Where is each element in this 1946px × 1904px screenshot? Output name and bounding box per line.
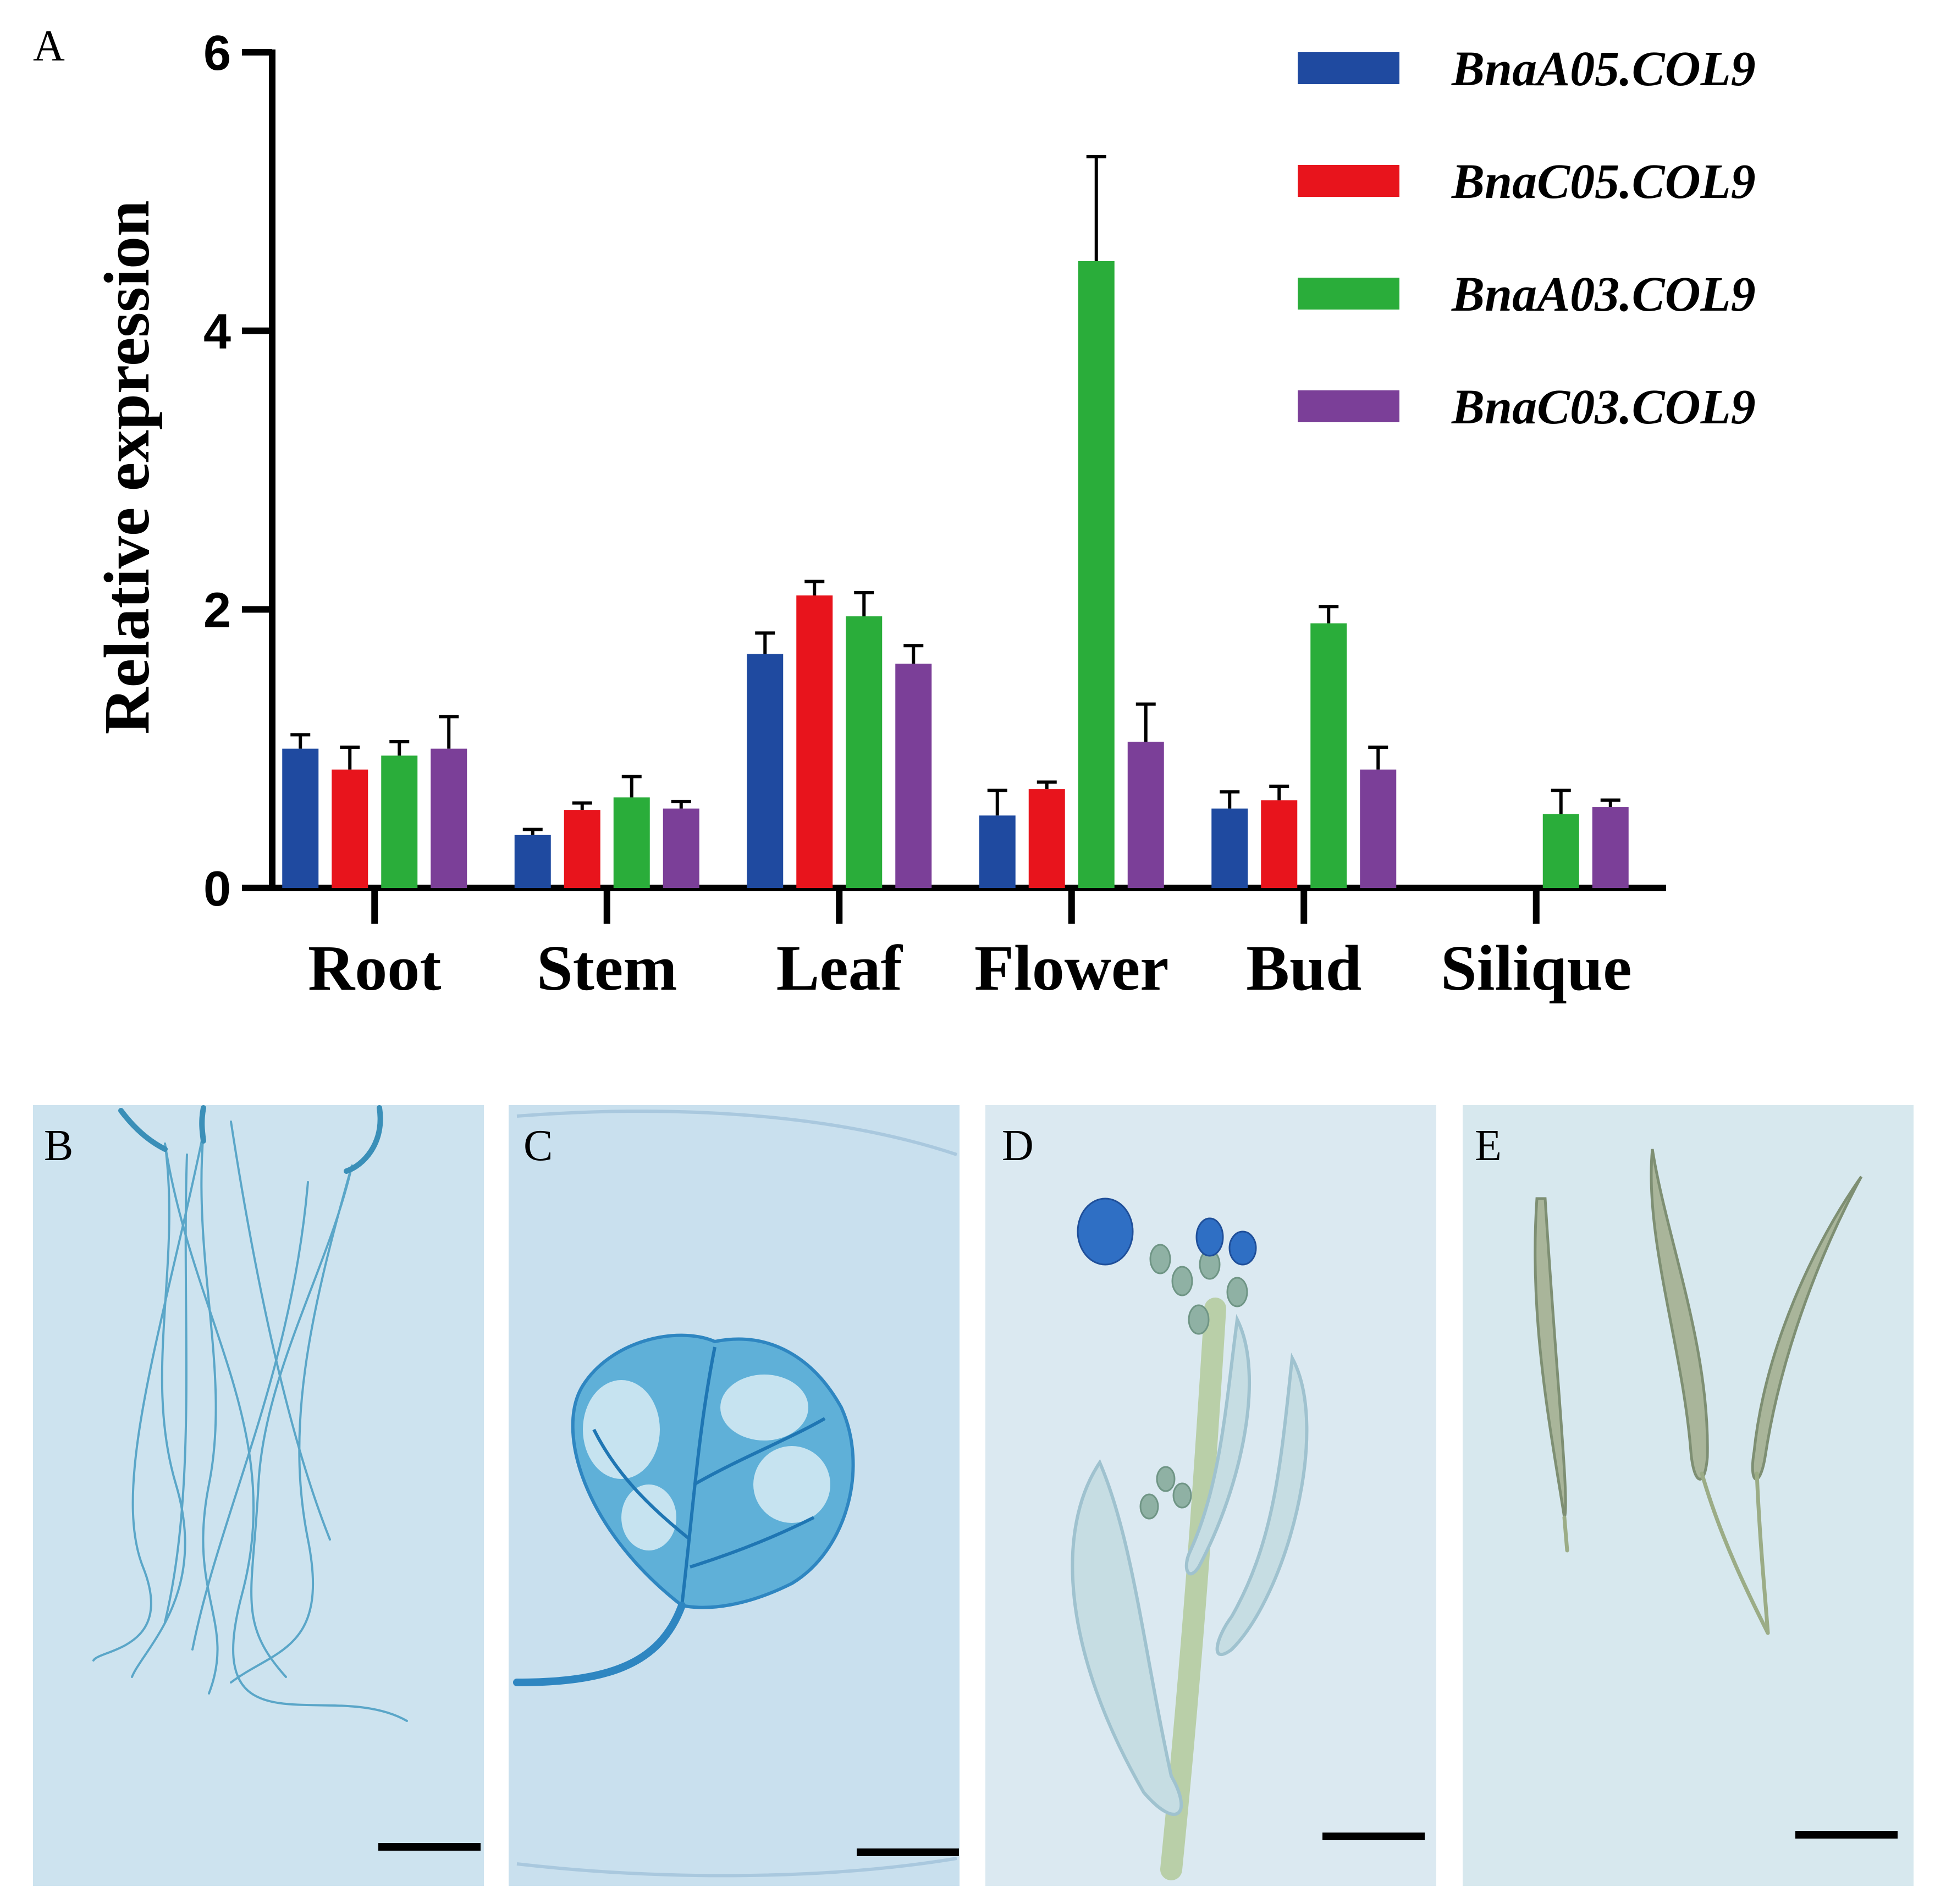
- legend-swatch: [1298, 278, 1399, 310]
- bar: [1261, 800, 1298, 888]
- petri-dish-rim: [516, 1110, 957, 1156]
- bar: [1078, 261, 1115, 888]
- bar: [381, 755, 418, 888]
- legend-label: BnaC03.COL9: [1451, 380, 1756, 434]
- bar: [1310, 623, 1347, 888]
- bar: [1592, 807, 1629, 888]
- bar: [663, 808, 699, 888]
- scale-bar: [1795, 1831, 1898, 1839]
- bar: [846, 616, 883, 888]
- bar: [514, 835, 551, 888]
- legend-label: BnaA05.COL9: [1451, 42, 1756, 96]
- x-tick-label: Root: [308, 932, 442, 1004]
- flower-buds: [1139, 1244, 1248, 1520]
- blue-flowers: [1077, 1197, 1257, 1266]
- legend-label: BnaC05.COL9: [1451, 154, 1756, 209]
- panel-label-b: B: [44, 1122, 73, 1170]
- photo-panel-siliques: E: [1463, 1105, 1914, 1886]
- x-tick-label: Flower: [974, 932, 1169, 1004]
- panel-label-d: D: [1002, 1122, 1034, 1170]
- bar: [613, 797, 650, 888]
- legend-label: BnaA03.COL9: [1451, 267, 1756, 322]
- legend-swatch: [1298, 52, 1399, 84]
- x-tick-label: Leaf: [776, 932, 903, 1004]
- bar-series: [282, 155, 1629, 888]
- y-axis: 0 2 4 6: [203, 26, 275, 917]
- petri-dish-rim-bottom: [516, 1857, 957, 1878]
- bar: [979, 815, 1016, 888]
- leaf-pale-patches: [583, 1375, 830, 1550]
- panel-label-c: C: [523, 1122, 553, 1170]
- bar: [1211, 808, 1248, 888]
- photo-panel-inflorescence: D: [985, 1105, 1436, 1886]
- bar: [747, 654, 784, 888]
- y-tick-label: 2: [203, 583, 231, 638]
- panel-label-e: E: [1475, 1122, 1502, 1170]
- silique-pedicels: [1562, 1471, 1770, 1635]
- x-tick-label: Bud: [1246, 932, 1361, 1004]
- x-tick-label: Stem: [537, 932, 677, 1004]
- scale-bar: [857, 1848, 959, 1856]
- photo-panel-roots: B: [33, 1105, 484, 1886]
- bar: [332, 769, 368, 888]
- bar: [895, 664, 932, 888]
- bar: [564, 810, 600, 888]
- leaf-veins: [592, 1346, 826, 1606]
- bar: [796, 595, 833, 888]
- root-strands: [92, 1121, 408, 1722]
- y-tick-label: 4: [203, 305, 231, 360]
- x-axis: Root Stem Leaf Flower Bud Silique: [269, 885, 1666, 1004]
- siliques: [1534, 1149, 1863, 1522]
- bar: [282, 748, 319, 888]
- legend-swatch: [1298, 165, 1399, 197]
- leaf-petiole: [513, 1602, 686, 1686]
- main-stem: [1160, 1298, 1226, 1880]
- bar: [1127, 742, 1164, 888]
- seedling-hypocotyls: [118, 1105, 383, 1174]
- bar: [431, 748, 467, 888]
- photo-panel-leaf: C: [509, 1105, 960, 1886]
- bar: [1360, 769, 1397, 888]
- legend: BnaA05.COL9 BnaC05.COL9 BnaA03.COL9 BnaC03.…: [1298, 42, 1756, 434]
- photo-background: [1463, 1105, 1914, 1886]
- leaves: [1071, 1314, 1309, 1816]
- x-tick-label: Silique: [1441, 932, 1632, 1004]
- y-tick-label: 0: [203, 862, 231, 917]
- bar: [1028, 789, 1065, 888]
- panel-label-a: A: [33, 22, 65, 70]
- y-tick-label: 6: [203, 26, 231, 81]
- legend-swatch: [1298, 390, 1399, 422]
- bar-chart: 0 2 4 6 Root Stem Leaf Flower Bud Silique BnaA05…: [91, 26, 1756, 1004]
- scale-bar: [1322, 1833, 1425, 1840]
- scale-bar: [378, 1843, 481, 1851]
- y-axis-title: Relative expression: [91, 200, 163, 734]
- bar: [1542, 814, 1579, 888]
